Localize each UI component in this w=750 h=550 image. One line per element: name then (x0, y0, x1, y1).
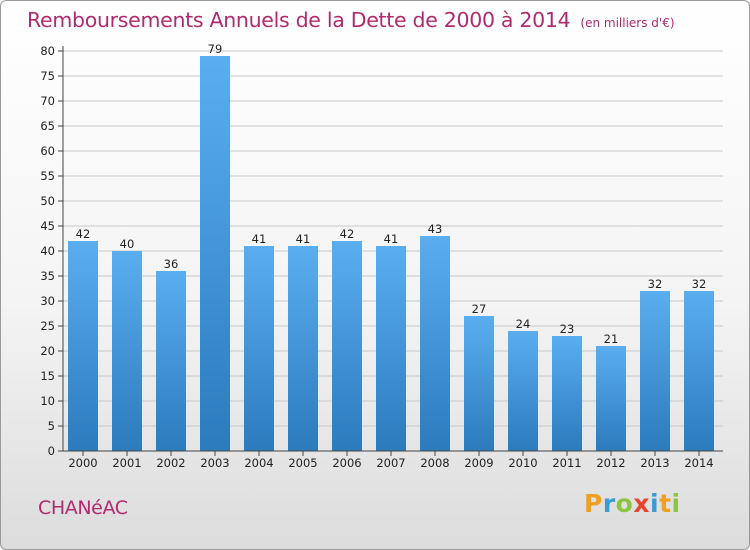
y-tick-label: 30 (40, 294, 55, 308)
bar-value-label: 21 (604, 332, 619, 346)
logo-letter: x (633, 489, 650, 518)
y-axis: 0 5 10 15 20 25 30 35 40 45 50 55 60 65 70 75 80 (40, 44, 63, 458)
y-tick-label: 40 (40, 244, 55, 258)
bar-value-label: 32 (692, 277, 707, 291)
bar-value-label: 41 (252, 232, 267, 246)
bar-value-label: 41 (296, 232, 311, 246)
x-tick-label: 2006 (332, 456, 361, 470)
y-tick-label: 50 (40, 194, 55, 208)
bar-value-label: 32 (648, 277, 663, 291)
y-tick-label: 25 (40, 319, 55, 333)
x-tick-label: 2001 (112, 456, 141, 470)
y-tick-label: 35 (40, 269, 55, 283)
axes-lines (62, 46, 723, 452)
x-tick-label: 2007 (376, 456, 405, 470)
bar-value-label: 40 (120, 237, 135, 251)
x-tick-label: 2004 (244, 456, 273, 470)
y-tick-label: 5 (48, 419, 55, 433)
y-tick-label: 10 (40, 394, 55, 408)
bar-value-label: 36 (164, 257, 179, 271)
bar-2009 (464, 316, 494, 451)
logo-letter: i (650, 489, 660, 518)
bar-value-label: 23 (560, 322, 575, 336)
bar-2013 (640, 291, 670, 451)
y-tick-label: 75 (40, 69, 55, 83)
bar-value-label: 43 (428, 222, 443, 236)
bar-2004 (244, 246, 274, 451)
x-tick-label: 2003 (200, 456, 229, 470)
y-tick-label: 55 (40, 169, 55, 183)
logo-letter: P (584, 489, 603, 518)
y-tick-label: 15 (40, 369, 55, 383)
x-tick-label: 2008 (420, 456, 449, 470)
bar-value-label: 79 (208, 42, 223, 56)
bar-2002 (156, 271, 186, 451)
x-tick-label: 2013 (640, 456, 669, 470)
y-tick-label: 80 (40, 44, 55, 58)
bar-2011 (552, 336, 582, 451)
bar-2005 (288, 246, 318, 451)
y-tick-label: 65 (40, 119, 55, 133)
bar-2010 (508, 331, 538, 451)
y-tick-label: 45 (40, 219, 55, 233)
bar-2003 (200, 56, 230, 451)
y-tick-label: 0 (48, 444, 55, 458)
bar-2014 (684, 291, 714, 451)
chart-subtitle: (en milliers d'€) (580, 16, 675, 30)
x-tick-label: 2010 (508, 456, 537, 470)
logo-letter: o (615, 489, 634, 518)
y-tick-label: 20 (40, 344, 55, 358)
town-name: CHANéAC (38, 497, 128, 519)
x-axis: 2000 2001 2002 2003 2004 2005 2006 2007 2008 2009… (68, 451, 714, 470)
x-tick-label: 2000 (68, 456, 97, 470)
chart-title: Remboursements Annuels de la Dette de 20… (27, 8, 675, 32)
x-tick-label: 2002 (156, 456, 185, 470)
x-tick-label: 2005 (288, 456, 317, 470)
bar-value-label: 42 (340, 227, 355, 241)
bar-2008 (420, 236, 450, 451)
bar-value-label: 41 (384, 232, 399, 246)
bar-2012 (596, 346, 626, 451)
proxiti-logo[interactable]: Proxiti (584, 489, 681, 518)
bar-value-label: 24 (516, 317, 531, 331)
bar-2001 (112, 251, 142, 451)
bar-2000 (68, 241, 98, 451)
bars: 42 40 36 79 41 41 42 41 43 27 24 23 21 32 32 (68, 42, 714, 451)
bar-value-label: 42 (76, 227, 91, 241)
logo-letter: t (659, 489, 672, 518)
logo-letter: i (671, 489, 681, 518)
logo-letter: r (602, 489, 616, 518)
bar-value-label: 27 (472, 302, 487, 316)
x-tick-label: 2011 (552, 456, 581, 470)
chart-title-text: Remboursements Annuels de la Dette de 20… (27, 8, 571, 32)
x-tick-label: 2009 (464, 456, 493, 470)
y-tick-label: 70 (40, 94, 55, 108)
x-tick-label: 2012 (596, 456, 625, 470)
y-tick-label: 60 (40, 144, 55, 158)
bar-2006 (332, 241, 362, 451)
x-tick-label: 2014 (684, 456, 713, 470)
bar-2007 (376, 246, 406, 451)
